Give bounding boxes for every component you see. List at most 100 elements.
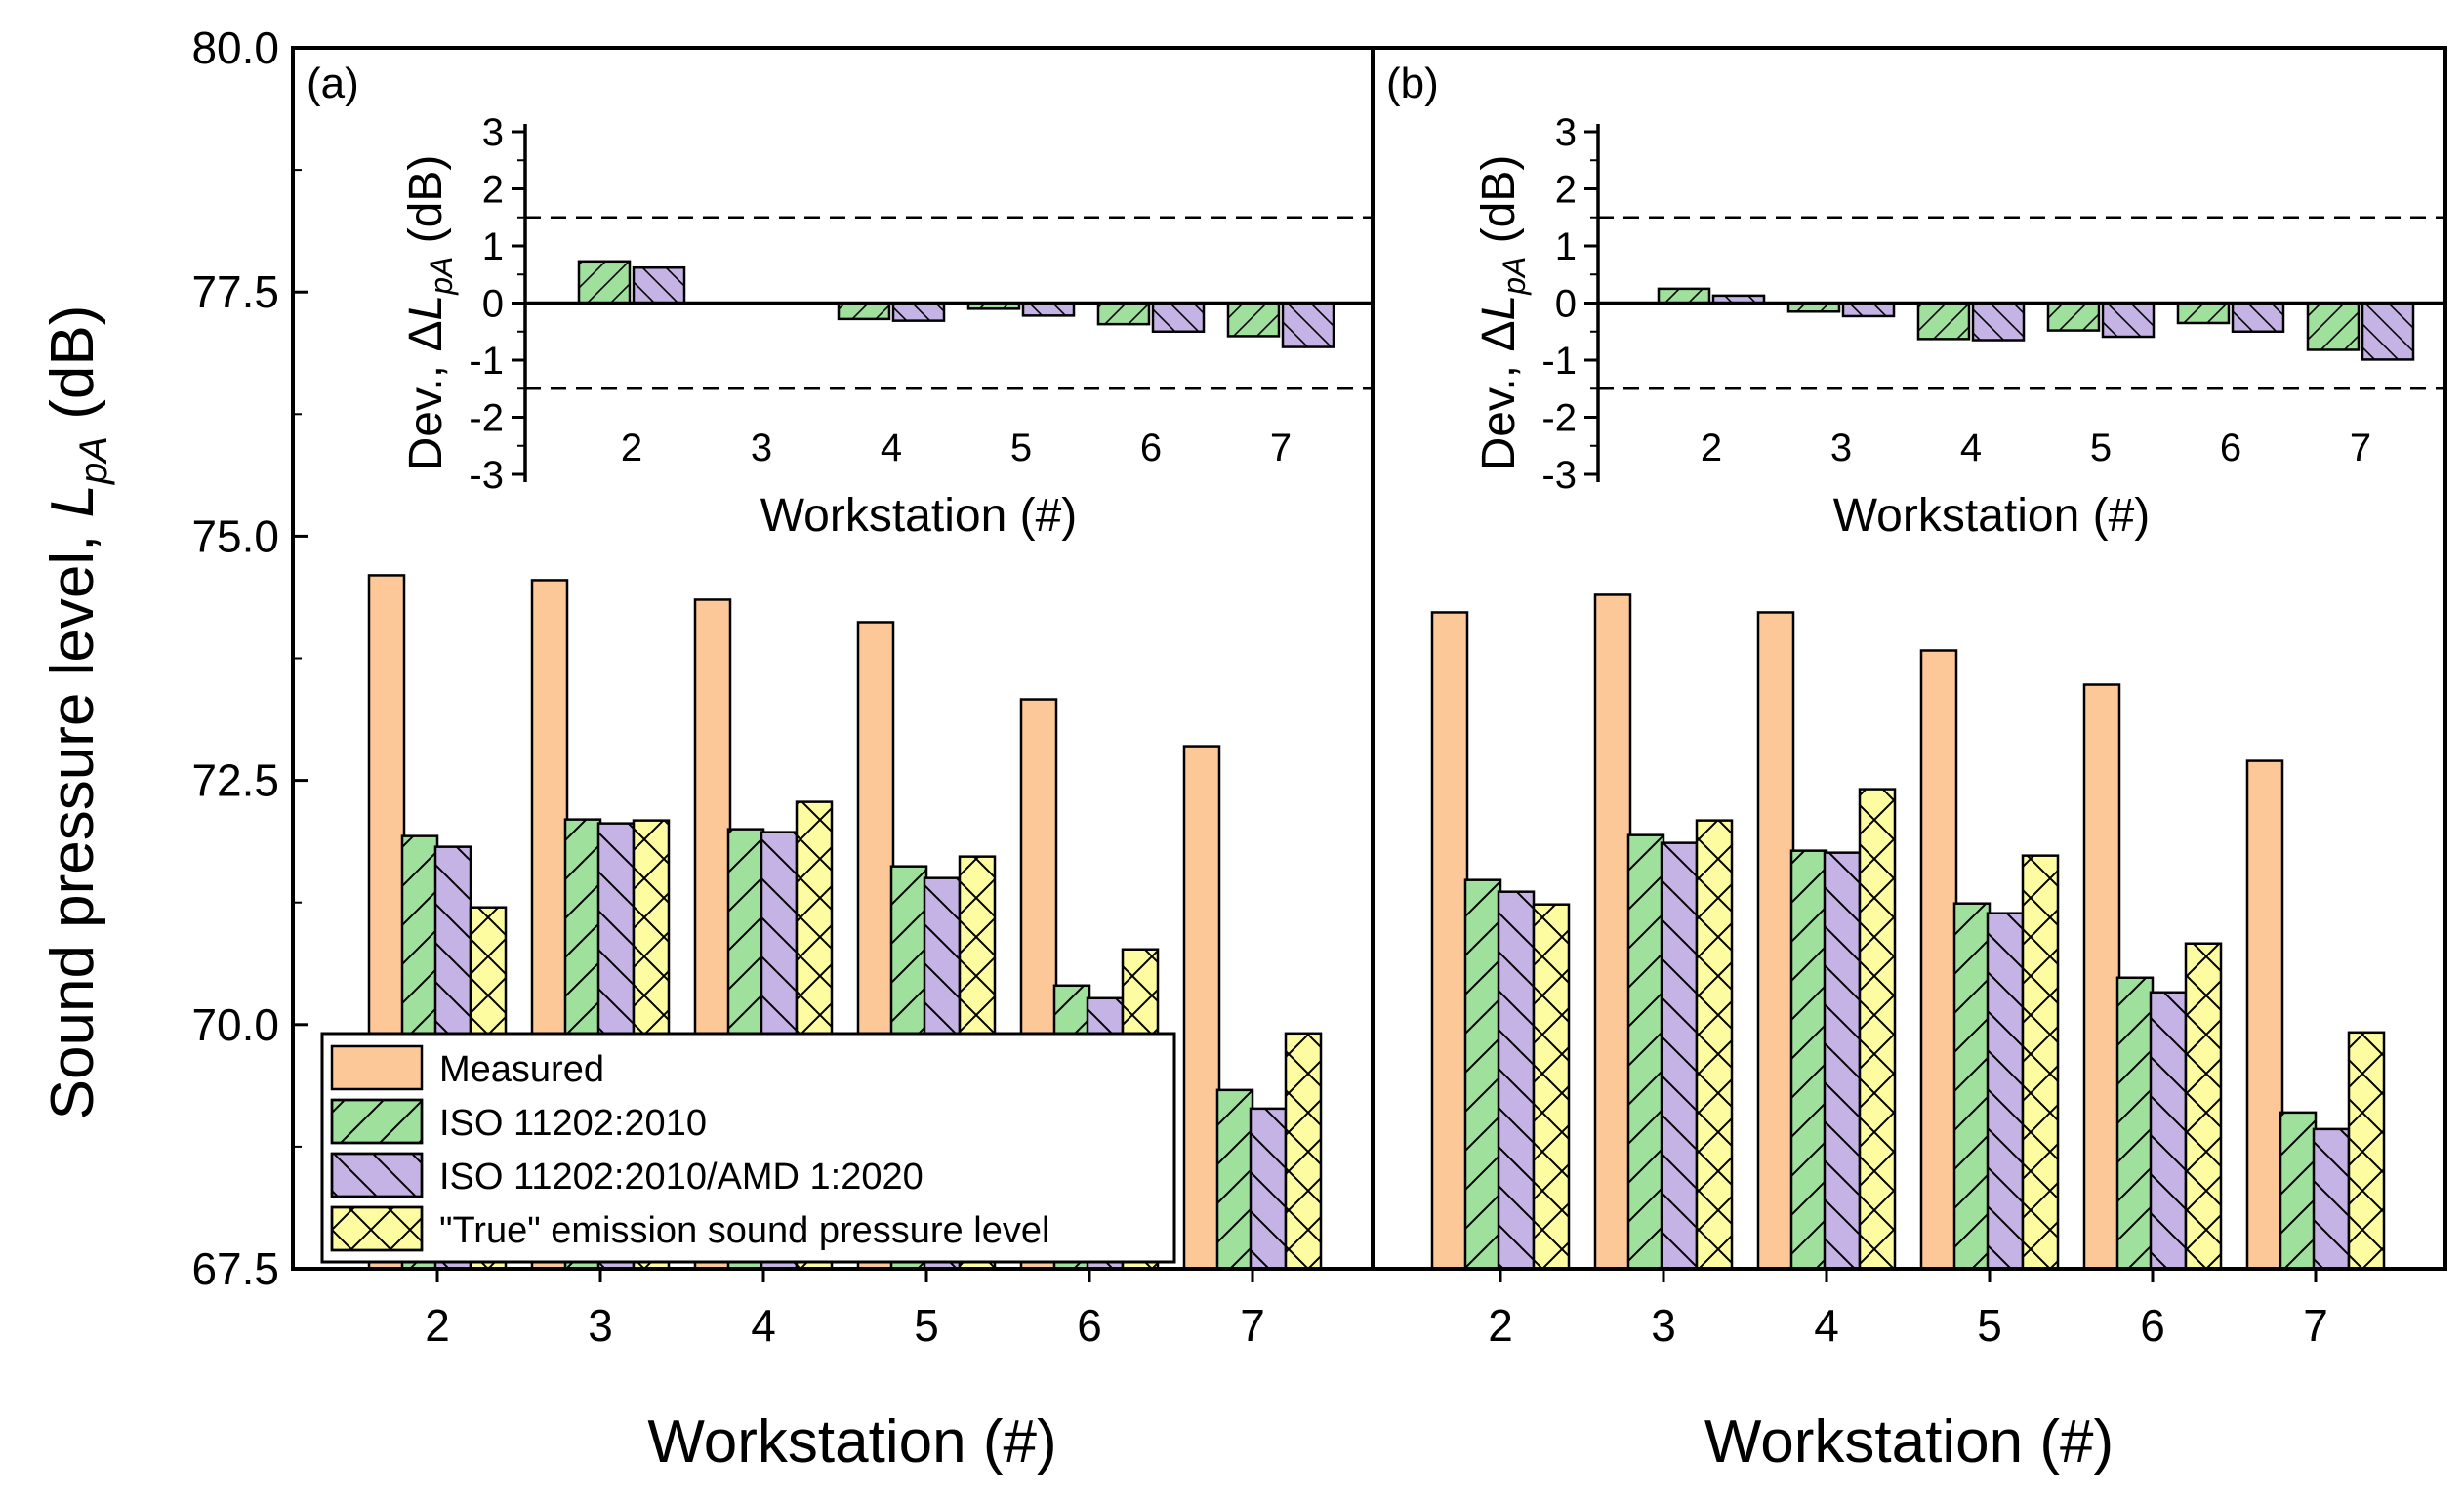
inset-bar-amd-2020-ws7-hatch (2362, 303, 2413, 360)
y-axis-title: Sound pressure level, LpA (dB) (39, 305, 115, 1120)
bar-true-level-ws4-hatch (1860, 789, 1895, 1269)
bar-true-level-ws7 (1284, 1032, 1323, 1271)
bar-true-level-ws2-hatch (1534, 904, 1569, 1269)
x-tick-label: 4 (1814, 1300, 1839, 1351)
bar-true-level-ws5-hatch (2023, 855, 2058, 1269)
legend-label-iso-2010: ISO 11202:2010 (439, 1103, 707, 1144)
x-axis-title: Workstation (#) (647, 1408, 1056, 1476)
y-tick-label: 72.5 (191, 755, 279, 806)
inset-bar-iso-2010-ws3-hatch (1788, 303, 1839, 312)
x-tick-label: 7 (2303, 1300, 2328, 1351)
legend-entry-measured: Measured (330, 1044, 604, 1091)
inset-bar-iso-2010-ws7 (2306, 302, 2361, 351)
inset-bar-iso-2010-ws4-hatch (1918, 303, 1969, 340)
bar-true-level-ws3 (1695, 819, 1734, 1271)
inset-y-axis-title: Dev., ΔLpA (dB) (400, 155, 459, 471)
bar-amd-2020-ws6 (2149, 991, 2188, 1271)
bar-amd-2020-ws2 (1497, 890, 1536, 1271)
inset-bar-amd-2020-ws5-hatch (1023, 303, 1074, 316)
inset-bar-amd-2020-ws5 (1021, 302, 1076, 317)
bar-iso-2010-ws5-hatch (1954, 903, 1990, 1269)
bar-amd-2020-ws5 (1986, 912, 2025, 1271)
bar-true-level-ws7-hatch (1286, 1033, 1321, 1269)
bar-amd-2020-ws7-hatch (1251, 1108, 1286, 1269)
bar-true-level-ws6 (2184, 942, 2223, 1271)
x-axis-title: Workstation (#) (1704, 1408, 2114, 1476)
inset-x-tick-label: 6 (1140, 427, 1162, 469)
inset-bar-amd-2020-ws2-hatch (634, 267, 684, 304)
inset-x-tick-label: 2 (1701, 427, 1722, 469)
bar-measured-ws4-fill (1758, 612, 1793, 1269)
inset-y-tick-label: -1 (469, 340, 504, 383)
inset-bar-iso-2010-ws4 (1916, 302, 1971, 341)
legend-swatch-hatch-amd-2020 (330, 1152, 424, 1198)
inset-y-tick-label: 2 (1555, 169, 1577, 212)
inset-bar-iso-2010-ws7-hatch (2308, 303, 2359, 350)
legend: Measured ISO 11202:2010 ISO 11202:2010/A… (320, 1032, 1176, 1264)
inset-bar-iso-2010-ws2-hatch (1659, 288, 1709, 304)
bar-amd-2020-ws7 (1249, 1107, 1288, 1271)
inset-y-tick-label: 1 (1555, 225, 1577, 268)
x-tick-label: 6 (2140, 1300, 2165, 1351)
inset-y-tick-label: 1 (482, 225, 504, 268)
inset-y-tick-label: -2 (469, 397, 504, 440)
y-tick-label: 80.0 (191, 22, 279, 73)
inset-x-tick-label: 6 (2220, 427, 2241, 469)
inset-x-tick-label: 4 (881, 427, 902, 469)
inset-bar-iso-2010-ws4 (837, 302, 891, 321)
inset-x-tick-label: 3 (1830, 427, 1852, 469)
x-tick-label: 3 (588, 1300, 613, 1351)
bar-iso-2010-ws4 (1789, 849, 1828, 1271)
inset-bar-iso-2010-ws2 (577, 260, 632, 305)
inset-bar-amd-2020-ws6-hatch (1153, 303, 1204, 332)
bar-iso-2010-ws7 (2279, 1111, 2318, 1271)
inset-bar-iso-2010-ws7 (1226, 302, 1281, 338)
bar-amd-2020-ws4 (1823, 851, 1862, 1271)
inset-bar-iso-2010-ws2 (1657, 287, 1711, 305)
bar-measured-ws2 (1430, 611, 1469, 1271)
x-tick-label: 3 (1651, 1300, 1676, 1351)
inset-bar-amd-2020-ws3-hatch (1843, 303, 1894, 316)
inset-bar-amd-2020-ws4-hatch (893, 303, 944, 321)
x-tick-label: 4 (751, 1300, 776, 1351)
inset-bar-iso-2010-ws5-hatch (968, 303, 1019, 309)
bar-iso-2010-ws6-hatch (2117, 977, 2153, 1269)
bar-iso-2010-ws7-hatch (2280, 1112, 2316, 1269)
bar-iso-2010-ws5 (1952, 902, 1992, 1271)
bar-iso-2010-ws6 (2115, 976, 2155, 1271)
inset-bar-iso-2010-ws4-hatch (839, 303, 889, 319)
inset-y-tick-label: 0 (482, 283, 504, 326)
legend-swatch-hatch-iso-2010 (330, 1098, 424, 1145)
inset-bar-amd-2020-ws5-hatch (2103, 303, 2154, 338)
inset-x-axis-title: Workstation (#) (1833, 490, 2151, 542)
inset-x-tick-label: 5 (1010, 427, 1032, 469)
bar-true-level-ws7-hatch (2349, 1032, 2384, 1269)
inset-bar-amd-2020-ws4 (1971, 302, 2026, 342)
bar-true-level-ws2 (1532, 903, 1571, 1271)
legend-entry-amd-2020: ISO 11202:2010/AMD 1:2020 (330, 1152, 924, 1198)
inset-y-tick-label: -3 (1541, 454, 1577, 497)
bar-iso-2010-ws2 (1463, 878, 1502, 1271)
inset-x-tick-label: 2 (621, 427, 642, 469)
inset-chart: -3 -2 -1 0 1 2 3 2 3 4 5 6 7 Workstation (#) Dev., ΔLp… (400, 111, 1371, 542)
inset-bar-iso-2010-ws6-hatch (2178, 303, 2229, 323)
inset-bar-iso-2010-ws5-hatch (2048, 303, 2099, 331)
inset-bar-amd-2020-ws3 (1841, 302, 1896, 318)
inset-y-tick-label: -1 (1541, 340, 1577, 383)
inset-x-tick-label: 3 (751, 427, 772, 469)
legend-label-true-level: "True" emission sound pressure level (439, 1210, 1049, 1251)
inset-y-tick-label: -2 (1541, 397, 1577, 440)
inset-x-tick-label: 7 (2350, 427, 2371, 469)
inset-chart: -3 -2 -1 0 1 2 3 2 3 4 5 6 7 Workstation (#) Dev., ΔLp… (1473, 111, 2443, 542)
bar-iso-2010-ws3 (1626, 833, 1665, 1271)
inset-bar-iso-2010-ws6-hatch (1098, 303, 1149, 325)
legend-label-measured: Measured (439, 1049, 604, 1090)
bar-measured-ws5-fill (1921, 650, 1956, 1269)
bar-iso-2010-ws4-hatch (1791, 850, 1827, 1269)
legend-frame (320, 1032, 1176, 1264)
inset-x-tick-label: 7 (1270, 427, 1292, 469)
inset-bar-iso-2010-ws6 (1096, 302, 1151, 326)
inset-x-tick-label: 5 (2090, 427, 2112, 469)
bar-amd-2020-ws7 (2312, 1127, 2351, 1271)
bar-amd-2020-ws3 (1660, 841, 1699, 1271)
